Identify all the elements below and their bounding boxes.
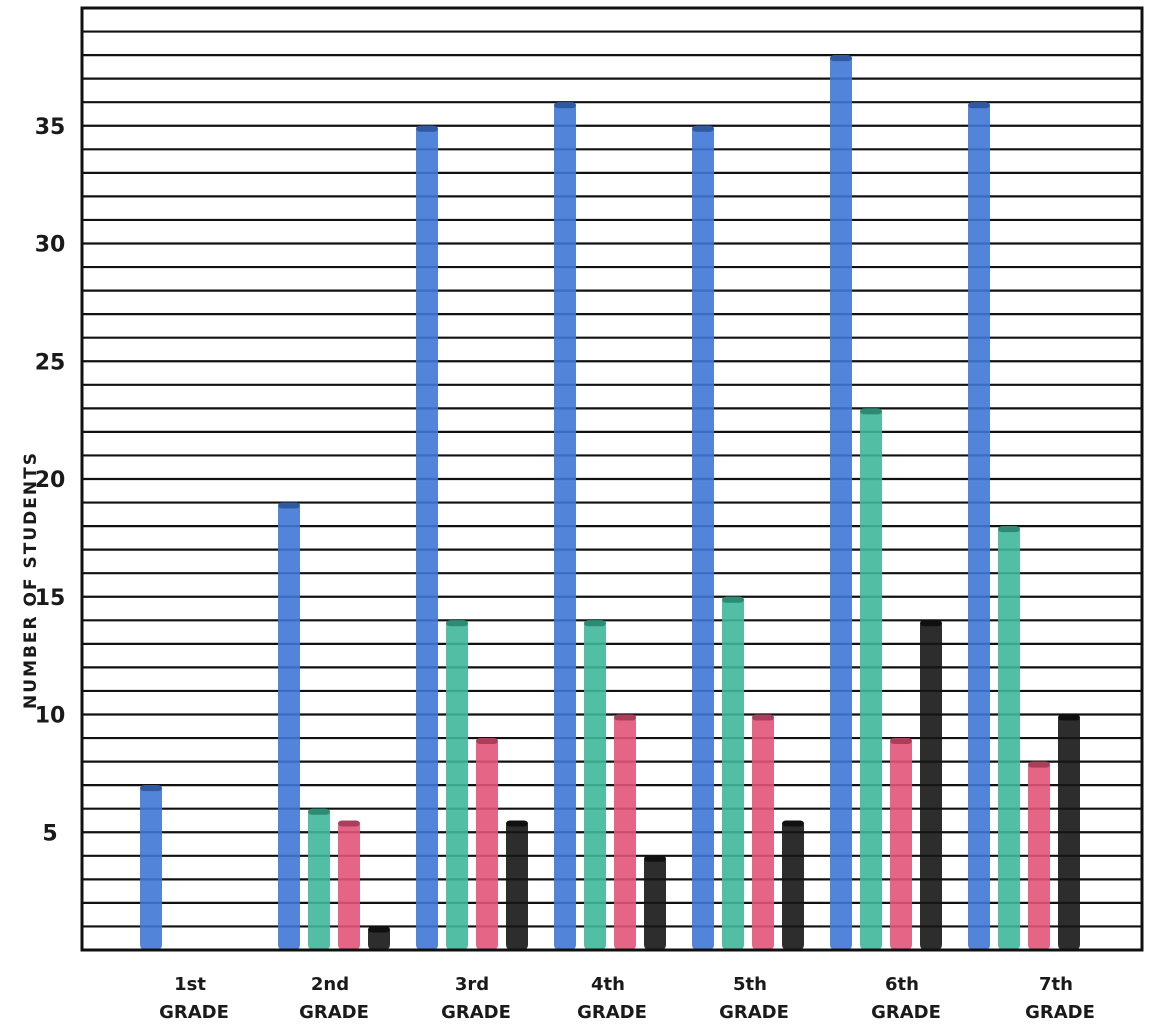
bar-series2-grade3	[446, 620, 468, 950]
bar-cap-series3-grade2	[338, 820, 360, 827]
bar-series3-grade6	[890, 738, 912, 950]
bar-series3-grade2	[338, 820, 360, 950]
bar-cap-series4-grade2	[368, 926, 390, 933]
bar-series2-grade4	[584, 620, 606, 950]
y-tick-label: 25	[35, 350, 66, 375]
y-tick-label: 15	[35, 586, 66, 611]
bar-cap-series4-grade7	[1058, 714, 1080, 721]
bar-series1-grade5	[692, 125, 714, 950]
bar-cap-series1-grade1	[140, 785, 162, 792]
bar-series2-grade7	[998, 526, 1020, 950]
bar-series4-grade6	[920, 620, 942, 950]
bar-cap-series4-grade5	[782, 820, 804, 827]
x-tick-label-number: 5th	[733, 974, 767, 995]
x-tick-label-grade: GRADE	[299, 1002, 369, 1023]
y-axis-label: NUMBER OF STUDENTS	[21, 451, 41, 709]
bar-series4-grade5	[782, 820, 804, 950]
bar-cap-series1-grade5	[692, 125, 714, 132]
bar-series3-grade7	[1028, 761, 1050, 950]
bar-cap-series1-grade6	[830, 55, 852, 62]
bar-series4-grade7	[1058, 714, 1080, 950]
bar-cap-series2-grade3	[446, 620, 468, 627]
bar-series3-grade3	[476, 738, 498, 950]
bar-cap-series4-grade4	[644, 855, 666, 862]
y-tick-label: 20	[35, 468, 66, 493]
bar-cap-series1-grade4	[554, 102, 576, 109]
y-tick-label: 10	[35, 704, 66, 729]
y-tick-label: 35	[35, 115, 66, 140]
x-tick-label-grade: GRADE	[159, 1002, 229, 1023]
x-tick-label-grade: GRADE	[719, 1002, 789, 1023]
bar-series1-grade1	[140, 785, 162, 950]
bar-series4-grade3	[506, 820, 528, 950]
x-tick-label-grade: GRADE	[1025, 1002, 1095, 1023]
bar-cap-series2-grade5	[722, 596, 744, 603]
bar-cap-series3-grade3	[476, 738, 498, 745]
bar-series1-grade3	[416, 125, 438, 950]
x-tick-label-number: 7th	[1039, 974, 1073, 995]
bar-series2-grade5	[722, 596, 744, 950]
bar-series2-grade6	[860, 408, 882, 951]
bar-series1-grade2	[278, 502, 300, 950]
bar-cap-series2-grade2	[308, 808, 330, 815]
bar-cap-series3-grade4	[614, 714, 636, 721]
bar-cap-series4-grade3	[506, 820, 528, 827]
bar-series1-grade4	[554, 102, 576, 950]
y-tick-label: 30	[35, 233, 66, 258]
x-tick-label-number: 6th	[885, 974, 919, 995]
x-tick-label-grade: GRADE	[871, 1002, 941, 1023]
bar-cap-series1-grade2	[278, 502, 300, 509]
bar-series2-grade2	[308, 808, 330, 950]
x-tick-label-grade: GRADE	[577, 1002, 647, 1023]
plot-border	[80, 6, 1144, 952]
bar-series4-grade4	[644, 855, 666, 950]
x-tick-label-number: 2nd	[311, 974, 349, 995]
bar-cap-series3-grade7	[1028, 761, 1050, 768]
x-tick-label-number: 3rd	[455, 974, 489, 995]
bar-cap-series2-grade4	[584, 620, 606, 627]
bar-series1-grade7	[968, 102, 990, 950]
x-tick-label-number: 1st	[174, 974, 206, 995]
bar-cap-series2-grade7	[998, 526, 1020, 533]
bar-series1-grade6	[830, 55, 852, 951]
x-tick-label-number: 4th	[591, 974, 625, 995]
bar-cap-series3-grade5	[752, 714, 774, 721]
bar-cap-series1-grade7	[968, 102, 990, 109]
bar-series3-grade4	[614, 714, 636, 950]
bar-cap-series4-grade6	[920, 620, 942, 627]
x-tick-label-grade: GRADE	[441, 1002, 511, 1023]
bar-cap-series1-grade3	[416, 125, 438, 132]
bar-cap-series2-grade6	[860, 408, 882, 415]
y-tick-label: 5	[42, 821, 57, 846]
bar-cap-series3-grade6	[890, 738, 912, 745]
bar-series3-grade5	[752, 714, 774, 950]
